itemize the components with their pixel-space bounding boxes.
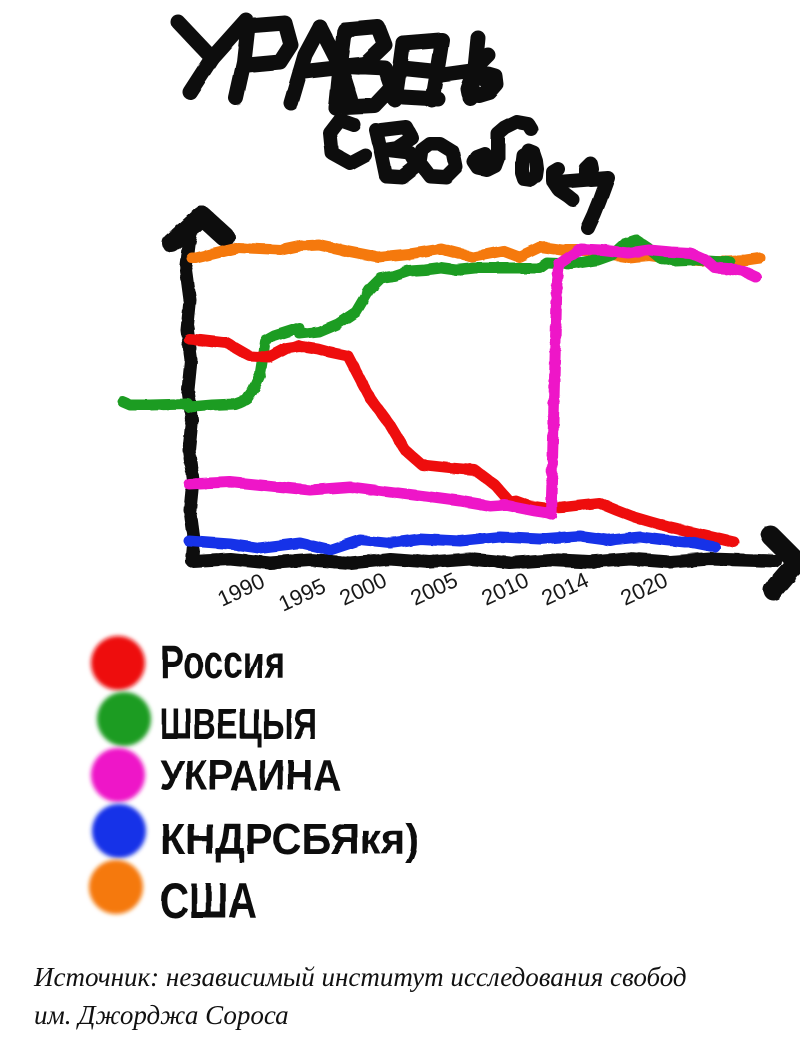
svg-text:2014: 2014	[538, 567, 593, 610]
svg-text:1990: 1990	[214, 568, 269, 611]
svg-text:США: США	[160, 873, 257, 929]
svg-text:2005: 2005	[407, 567, 462, 610]
svg-text:КНДРСБЯкя): КНДРСБЯкя)	[160, 815, 419, 864]
svg-text:2000: 2000	[336, 567, 391, 610]
svg-text:2020: 2020	[617, 567, 672, 610]
svg-text:УКРАИНА: УКРАИНА	[160, 751, 341, 800]
svg-text:Россия: Россия	[160, 636, 285, 688]
svg-text:1995: 1995	[275, 573, 330, 616]
svg-text:ШВЕЦЫЯ: ШВЕЦЫЯ	[160, 700, 317, 749]
svg-text:2010: 2010	[478, 567, 533, 610]
